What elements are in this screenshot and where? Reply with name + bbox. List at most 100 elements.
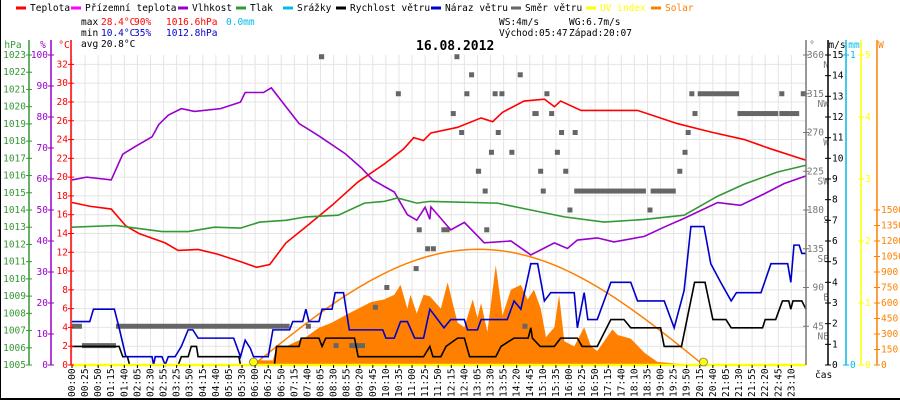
degC-tick-label: 22: [57, 153, 68, 164]
hPa-axis-title: hPa: [4, 40, 21, 51]
x-tick-label: 02:05: [132, 368, 143, 397]
W-axis-title: W: [878, 40, 884, 51]
dir-tick-compass: NE: [818, 331, 830, 342]
W-tick-label: 1350: [881, 221, 900, 232]
degC-tick-label: 4: [62, 322, 68, 333]
degC-tick-label: 32: [57, 59, 68, 70]
x-tick-label: 16:25: [577, 368, 588, 397]
mm-axis-title: mm: [848, 40, 860, 51]
max-pressure: 1016.6hPa: [166, 17, 217, 28]
dir-tick-compass: W: [823, 138, 829, 149]
ms-tick-label: 7: [832, 215, 838, 226]
wind-direction-mark: [737, 111, 779, 117]
solar-theoretical-line: [253, 248, 704, 366]
uv-tick-label: 2: [865, 236, 871, 247]
dir-axis-title: °: [809, 40, 815, 51]
wind-direction-mark: [522, 323, 528, 329]
max-label: max: [81, 17, 98, 28]
hPa-tick-label: 1005: [3, 360, 26, 371]
wind-direction-mark: [469, 72, 475, 78]
wind-direction-mark: [450, 111, 456, 117]
dir-tick-compass: E: [823, 293, 829, 304]
hPa-tick-label: 1011: [3, 257, 26, 268]
x-tick-label: 04:40: [211, 368, 222, 397]
x-tick-label: 14:45: [525, 368, 536, 397]
x-tick-label: 20:15: [695, 368, 706, 397]
x-tick-label: 03:50: [185, 368, 196, 397]
ms-tick-label: 15: [832, 50, 843, 61]
x-tick-label: 02:30: [145, 368, 156, 397]
ms-tick-label: 11: [832, 133, 844, 144]
hPa-tick-label: 1018: [3, 136, 26, 147]
x-tick-label: 15:10: [538, 368, 549, 397]
x-tick-label: 06:50: [276, 368, 287, 397]
series-tlak: [71, 164, 807, 233]
x-tick-label: 07:15: [289, 368, 300, 397]
legend-label-4: Srážky: [297, 3, 332, 14]
x-tick-label: 05:05: [224, 368, 235, 397]
wind-direction-mark: [538, 168, 544, 174]
degC-tick-label: 18: [57, 191, 69, 202]
wind-direction-mark: [499, 91, 505, 97]
degC-tick-label: 28: [57, 97, 69, 108]
wind-direction-mark: [779, 111, 800, 117]
mm-tick-label: 1: [850, 50, 856, 61]
ms-axis-title: m/s: [828, 40, 845, 51]
pct-tick-label: 30: [37, 267, 49, 278]
ms-tick-label: 14: [832, 71, 844, 82]
wind-direction-mark: [488, 149, 494, 155]
ms-tick-label: 8: [832, 195, 838, 206]
legend-label-5: Rychlost větru: [350, 3, 430, 14]
ms-tick-label: 10: [832, 153, 844, 164]
wind-direction-mark: [372, 304, 378, 310]
W-tick-label: 600: [881, 298, 898, 309]
wind-direction-mark: [492, 91, 498, 97]
wind-direction-mark: [549, 111, 555, 117]
ms-tick-label: 12: [832, 112, 843, 123]
hPa-tick-label: 1023: [3, 50, 26, 61]
x-tick-label: 01:40: [119, 368, 130, 397]
ms-tick-label: 3: [832, 298, 838, 309]
W-tick-label: 750: [881, 283, 898, 294]
wind-direction-mark: [697, 91, 740, 97]
uv-tick-label: 0: [865, 360, 871, 371]
W-tick-label: 1500: [881, 205, 900, 216]
pct-tick-label: 40: [37, 236, 49, 247]
wind-direction-mark: [475, 168, 482, 174]
x-tick-label: 08:30: [329, 368, 340, 397]
uv-tick-label: 1: [865, 298, 871, 309]
degC-axis-title: °C: [58, 40, 69, 51]
x-tick-label: 13:05: [472, 368, 483, 397]
wind-direction-mark: [647, 207, 653, 213]
dir-tick-label: 45: [813, 321, 824, 332]
wind-direction-mark: [441, 227, 450, 233]
x-tick-label: 09:45: [368, 368, 379, 397]
wind-direction-mark: [572, 130, 578, 135]
dir-tick-label: 360: [807, 50, 824, 61]
ms-tick-label: 9: [832, 174, 838, 185]
dir-tick-label: 315: [807, 89, 824, 100]
avg-label: avg: [81, 39, 98, 50]
wind-direction-mark: [682, 149, 688, 155]
degC-tick-label: 10: [57, 266, 69, 277]
pct-tick-label: 20: [37, 298, 49, 309]
wind-direction-mark: [482, 188, 488, 194]
avg-temp: 20.8°C: [101, 39, 135, 50]
dir-tick-label: 180: [807, 205, 824, 216]
sunrise-time: Východ:05:47: [499, 28, 568, 39]
W-tick-label: 300: [881, 329, 898, 340]
dir-tick-label: 90: [813, 283, 825, 294]
wind-direction-mark: [395, 91, 401, 97]
ms-tick-label: 13: [832, 91, 843, 102]
wind-speed-avg: WS:4m/s: [499, 17, 539, 28]
x-tick-label: 23:10: [786, 368, 797, 397]
x-tick-label: 09:20: [355, 368, 366, 397]
hPa-tick-label: 1019: [3, 119, 26, 130]
wind-direction-mark: [567, 207, 573, 213]
wind-direction-mark: [544, 91, 550, 97]
wind-direction-mark: [692, 111, 698, 117]
ms-tick-label: 1: [832, 339, 838, 350]
dir-tick-compass: SE: [818, 254, 830, 265]
sunset-time: Západ:20:07: [569, 28, 632, 39]
